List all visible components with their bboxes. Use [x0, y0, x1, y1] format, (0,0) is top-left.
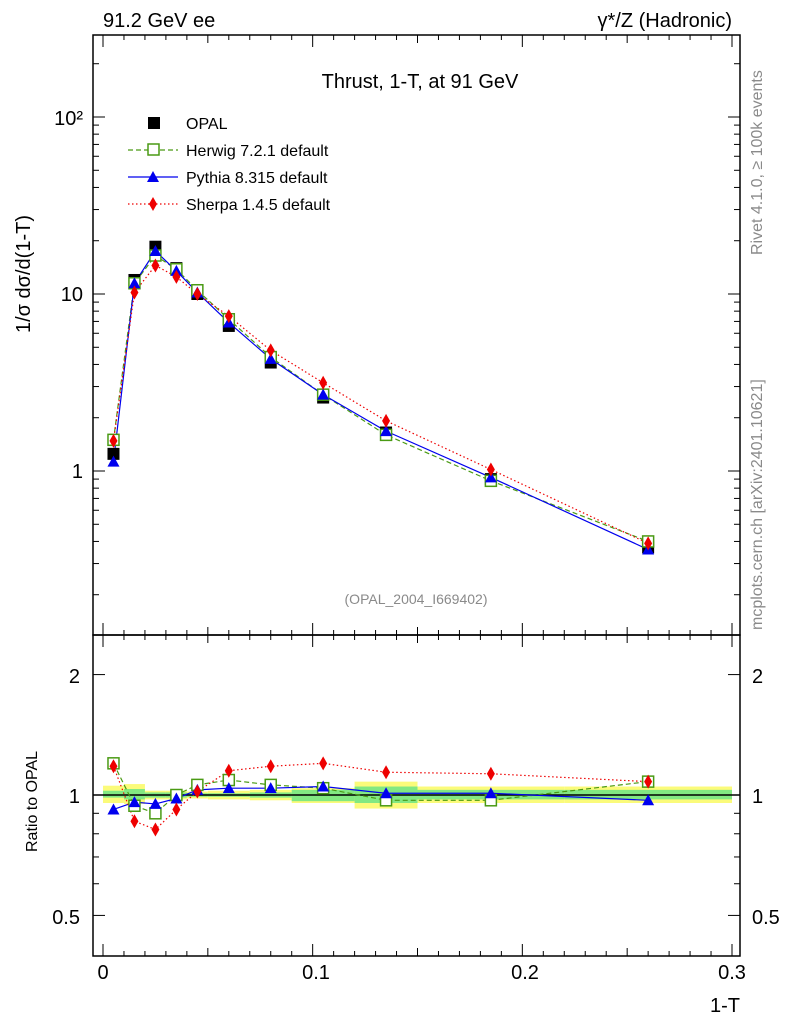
ratio-point-pythia — [107, 803, 120, 815]
ratio-point-pythia — [170, 792, 183, 804]
main-point-sherpa — [319, 375, 328, 390]
ratio-point-sherpa — [319, 756, 328, 771]
ytick-label-1: 1 — [72, 461, 83, 483]
legend-marker-opal — [148, 117, 160, 129]
header-left: 91.2 GeV ee — [103, 10, 215, 32]
ratio-point-pythia — [317, 780, 330, 792]
ratio-ytick-label-05: 0.5 — [52, 907, 80, 929]
legend: OPAL Herwig 7.2.1 default Pythia 8.315 d… — [128, 116, 331, 214]
ratio-ytick-label-2: 2 — [69, 666, 80, 688]
ytick-label-10: 10 — [61, 284, 83, 306]
ratio-band-inner — [103, 790, 124, 798]
main-ylabel: 1/σ dσ/d(1-T) — [13, 215, 35, 333]
main-point-pythia — [149, 244, 162, 256]
chart-title: Thrust, 1-T, at 91 GeV — [322, 71, 519, 93]
ratio-ytick-right-1: 1 — [752, 786, 763, 808]
legend-marker-sherpa — [149, 197, 157, 211]
legend-label-herwig: Herwig 7.2.1 default — [186, 143, 329, 160]
ratio-point-pythia — [128, 796, 141, 808]
ratio-panel: 2 1 0.5 2 1 0.5 Ratio to OPAL 0 0.1 0.2 … — [24, 634, 780, 1017]
main-point-sherpa — [266, 343, 275, 358]
xlabel: 1-T — [710, 995, 740, 1017]
xtick-label-0: 0 — [97, 962, 108, 984]
ytick-label-100: 10² — [54, 108, 83, 130]
main-point-pythia — [128, 277, 141, 289]
legend-label-pythia: Pythia 8.315 default — [186, 170, 328, 187]
ratio-point-sherpa — [266, 759, 275, 774]
header-right: γ*/Z (Hadronic) — [598, 10, 732, 32]
ratio-point-pythia — [642, 794, 655, 806]
ratio-ytick-right-05: 0.5 — [752, 907, 780, 929]
ratio-ylabel: Ratio to OPAL — [24, 751, 41, 852]
main-point-pythia — [107, 455, 120, 467]
ratio-point-sherpa — [172, 802, 181, 817]
main-point-sherpa — [151, 258, 160, 273]
ratio-point-sherpa — [193, 784, 202, 799]
main-point-pythia — [484, 471, 497, 483]
legend-label-sherpa: Sherpa 1.4.5 default — [186, 197, 331, 214]
ratio-band-inner — [123, 789, 145, 800]
main-series — [107, 240, 655, 555]
ratio-point-pythia — [264, 782, 277, 794]
ratio-point-sherpa — [224, 763, 233, 778]
main-panel: 10² 10 1 1/σ dσ/d(1-T) Thrust, 1-T, at 9… — [13, 34, 741, 636]
xtick-label-0.3: 0.3 — [718, 962, 746, 984]
legend-marker-herwig — [147, 143, 160, 156]
ratio-point-pythia — [380, 787, 393, 799]
main-point-sherpa — [109, 433, 118, 448]
ratio-point-sherpa — [382, 765, 391, 780]
main-point-sherpa — [382, 413, 391, 428]
main-point-sherpa — [644, 536, 653, 551]
ratio-point-pythia — [149, 797, 162, 809]
main-point-pythia — [317, 388, 330, 400]
ratio-point-pythia — [484, 787, 497, 799]
main-point-sherpa — [130, 285, 139, 300]
ratio-point-herwig — [149, 807, 162, 820]
main-point-pythia — [264, 352, 277, 364]
ratio-line-sherpa — [112, 762, 649, 831]
main-point-opal — [107, 447, 120, 460]
main-point-sherpa — [172, 269, 181, 284]
ratio-point-sherpa — [130, 814, 139, 829]
ratio-point-sherpa — [151, 822, 160, 837]
main-line-sherpa — [112, 264, 649, 544]
legend-marker-pythia — [147, 171, 159, 182]
ratio-point-sherpa — [644, 774, 653, 789]
main-point-sherpa — [486, 462, 495, 477]
xtick-label-0.2: 0.2 — [511, 962, 539, 984]
legend-label-opal: OPAL — [186, 116, 228, 133]
ratio-ticks — [93, 635, 740, 956]
ratio-point-sherpa — [486, 766, 495, 781]
main-point-sherpa — [193, 287, 202, 301]
ratio-series — [107, 756, 655, 837]
xtick-label-0.1: 0.1 — [302, 962, 330, 984]
main-point-pythia — [380, 425, 393, 437]
ratio-point-sherpa — [109, 759, 118, 774]
mcplots-label: mcplots.cern.ch [arXiv:2401.10621] — [749, 379, 766, 630]
ratio-ytick-label-1: 1 — [69, 786, 80, 808]
ratio-ytick-right-2: 2 — [752, 666, 763, 688]
ratio-point-pythia — [222, 782, 235, 794]
main-ticks — [93, 35, 740, 635]
main-point-sherpa — [224, 309, 233, 324]
ref-label: (OPAL_2004_I669402) — [345, 591, 488, 607]
rivet-label: Rivet 4.1.0, ≥ 100k events — [749, 70, 766, 255]
